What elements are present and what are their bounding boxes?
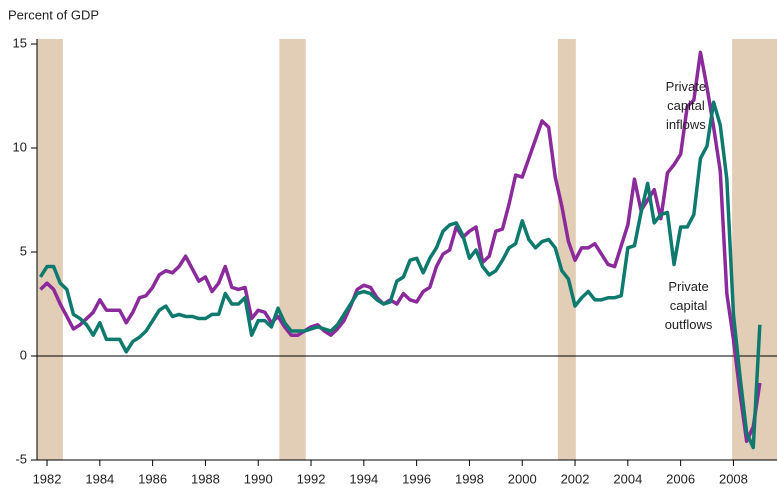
series-line [39,50,762,444]
x-tick-label: 1982 [33,471,62,486]
x-tick-label: 2002 [561,471,590,486]
annotation: inflows [666,117,706,132]
x-tick-label: 1992 [297,471,326,486]
recession-band [37,39,63,460]
y-tick-label: -5 [15,451,27,466]
recession-band [557,39,576,460]
x-tick-label: 1988 [191,471,220,486]
series-line [38,100,762,450]
x-tick-label: 2008 [719,471,748,486]
x-tick-label: 1986 [138,471,167,486]
x-tick-label: 1996 [402,471,431,486]
annotation: Private [666,79,706,94]
y-tick-label: 0 [20,347,27,362]
x-tick-label: 1984 [85,471,114,486]
y-axis-label: Percent of GDP [8,7,99,22]
x-tick-label: 1994 [349,471,378,486]
x-tick-label: 2006 [666,471,695,486]
x-tick-label: 2000 [508,471,537,486]
x-tick-label: 1998 [455,471,484,486]
annotation: Private [668,279,708,294]
y-tick-label: 10 [13,139,27,154]
x-tick-label: 1990 [244,471,273,486]
recession-band [279,39,306,460]
annotation: capital [670,298,708,313]
y-tick-label: 5 [20,243,27,258]
y-tick-label: 15 [13,35,27,50]
x-tick-label: 2004 [613,471,642,486]
annotation: capital [667,98,705,113]
annotation: outflows [665,317,713,332]
